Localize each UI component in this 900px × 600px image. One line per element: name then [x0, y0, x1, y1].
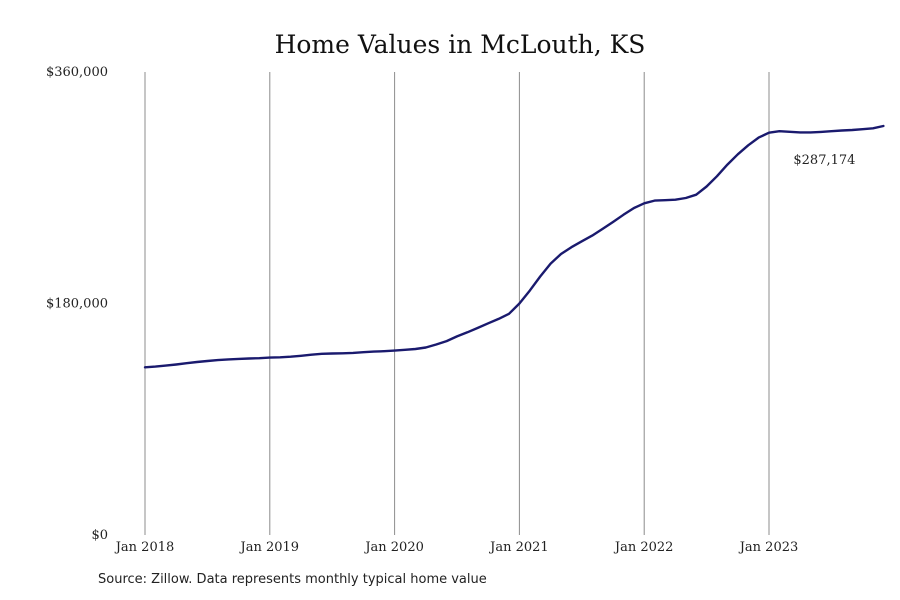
- x-tick-label: Jan 2023: [738, 540, 799, 555]
- series-line-1: [143, 124, 885, 369]
- end-value-label: $287,174: [793, 153, 855, 168]
- y-tick-label: $180,000: [46, 297, 108, 312]
- x-tick-label: Jan 2018: [114, 540, 175, 555]
- x-tick-label: Jan 2019: [239, 540, 300, 555]
- x-axis-tick-labels: Jan 2018 Jan 2019 Jan 2020 Jan 2021 Jan 2022…: [114, 540, 799, 555]
- y-tick-label: $0: [91, 528, 108, 543]
- chart-title: Home Values in McLouth, KS: [275, 30, 646, 59]
- gridlines: [144, 72, 770, 535]
- y-tick-label: $360,000: [46, 65, 108, 80]
- source-note: Source: Zillow. Data represents monthly …: [98, 572, 487, 587]
- y-axis-tick-labels: $0 $180,000 $360,000: [46, 65, 108, 543]
- x-tick-label: Jan 2021: [488, 540, 549, 555]
- x-tick-label: Jan 2020: [363, 540, 424, 555]
- series-group: [143, 124, 885, 369]
- annotations: $287,174: [793, 153, 855, 168]
- x-tick-label: Jan 2022: [613, 540, 674, 555]
